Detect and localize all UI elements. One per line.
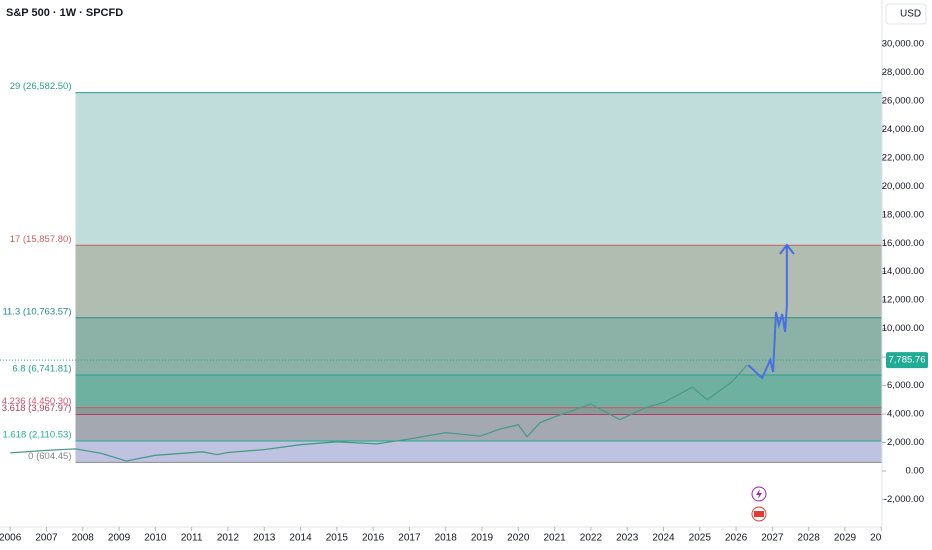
axes: -2,000.000.002,000.004,000.006,000.008,0… [9, 38, 928, 531]
fib-zone [75, 407, 883, 415]
x-tick-label: 2020 [507, 533, 530, 544]
x-tick-label: 2019 [471, 533, 494, 544]
y-tick-label: 6,000.00 [887, 380, 924, 391]
x-tick-label: 2029 [834, 533, 857, 544]
event-icon[interactable] [751, 486, 767, 522]
y-tick-label: 22,000.00 [882, 152, 924, 163]
x-tick-label: 2008 [72, 533, 95, 544]
y-tick-label: 0.00 [906, 466, 925, 477]
fib-zone [75, 414, 883, 441]
x-tick-label: 2021 [543, 533, 566, 544]
y-tick-label: 2,000.00 [887, 437, 924, 448]
y-tick-label: 20,000.00 [882, 181, 924, 192]
x-tick-label: 2007 [35, 533, 58, 544]
price-axis-panel [882, 0, 932, 550]
y-tick-label: -2,000.00 [884, 494, 924, 505]
x-tick-label: 2012 [217, 533, 240, 544]
y-tick-label: 12,000.00 [882, 295, 924, 306]
fib-zone [75, 245, 883, 318]
fib-zone [75, 440, 883, 463]
x-tick-label: 2023 [616, 533, 639, 544]
fib-zone [75, 375, 883, 408]
currency: USD [900, 9, 921, 20]
x-tick-label: 2018 [435, 533, 458, 544]
chart-title: S&P 500 · 1W · SPCFD [6, 7, 123, 19]
price-line [10, 364, 748, 462]
fib-level-label: 11.3 (10,763.57) [2, 306, 71, 317]
price-line [747, 245, 788, 380]
event-icon [756, 489, 762, 499]
fib-level-label: 29 (26,582.50) [10, 81, 72, 92]
event-icon [754, 511, 764, 517]
x-tick-label: 2022 [580, 533, 603, 544]
y-tick-label: 18,000.00 [882, 209, 924, 220]
y-tick-label: 24,000.00 [882, 124, 924, 135]
current-price-label: 7,785.76 [889, 355, 926, 366]
x-tick-label: 2027 [761, 533, 784, 544]
x-tick-label: 2030 [870, 533, 893, 544]
x-tick-label: 2015 [326, 533, 349, 544]
y-tick-label: 26,000.00 [882, 95, 924, 106]
fib-level-label: 6.8 (6,741.81) [12, 364, 71, 375]
x-tick-label: 2013 [253, 533, 276, 544]
x-tick-label: 2006 [0, 533, 22, 544]
y-tick-label: 16,000.00 [882, 238, 924, 249]
x-tick-label: 2028 [798, 533, 821, 544]
y-tick-label: 28,000.00 [882, 67, 924, 78]
x-tick-label: 2024 [652, 533, 675, 544]
currency-box[interactable] [885, 3, 927, 25]
fib-level-label: 4.236 (4,450.30) [2, 396, 72, 407]
fib-level-label: 0 (604.45) [28, 451, 71, 462]
y-tick-label: 10,000.00 [882, 323, 924, 334]
current-price-tag [886, 352, 928, 369]
fib-level-label: 3.618 (3,967.97) [2, 403, 72, 414]
fib-zone [75, 92, 883, 246]
x-tick-label: 2009 [108, 533, 131, 544]
x-tick-label: 2017 [398, 533, 421, 544]
fib-level-label: 1.618 (2,110.53) [2, 429, 71, 440]
plot-area: 29 (26,582.50) 17 (15,857.80) 11.3 (10,763… [0, 81, 893, 544]
x-tick-label: 2026 [725, 533, 748, 544]
x-tick-label: 2014 [289, 533, 312, 544]
y-tick-label: 14,000.00 [882, 266, 924, 277]
y-tick-label: 30,000.00 [882, 38, 924, 49]
x-tick-label: 2025 [689, 533, 712, 544]
fib-level-label: 17 (15,857.80) [10, 234, 72, 245]
x-tick-label: 2016 [362, 533, 385, 544]
y-tick-label: 4,000.00 [887, 409, 924, 420]
x-tick-label: 2010 [144, 533, 167, 544]
arrow-head [779, 243, 795, 255]
fib-zone [75, 317, 883, 376]
x-tick-label: 2011 [181, 533, 203, 544]
